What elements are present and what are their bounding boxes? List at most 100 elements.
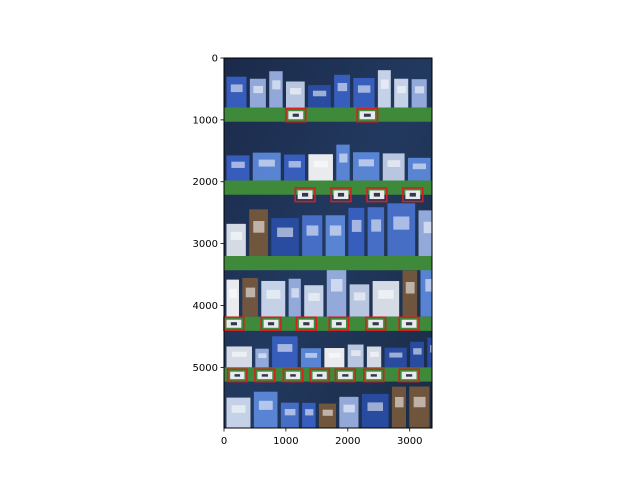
package-label	[339, 153, 348, 163]
package-label	[395, 396, 404, 408]
price-label-display	[406, 374, 413, 377]
package-label	[370, 351, 379, 357]
detection-boxes	[223, 107, 424, 383]
price-label-display	[406, 322, 413, 326]
price-label-display	[342, 374, 349, 377]
price-tag-strips	[226, 111, 421, 380]
package-label	[253, 85, 264, 94]
shelf-edge	[224, 316, 432, 331]
product-package	[300, 348, 322, 368]
detection-box	[356, 107, 379, 123]
price-label-display	[234, 374, 241, 377]
package-label	[229, 288, 237, 299]
package-label	[423, 221, 432, 234]
package-label	[231, 161, 245, 168]
detection-box	[260, 316, 282, 332]
x-tick-label: 0	[221, 436, 227, 447]
product-package	[226, 397, 251, 428]
y-tick-label: 2000	[193, 177, 218, 188]
product-package	[308, 154, 333, 181]
detection-box	[330, 187, 352, 203]
detection-box	[254, 368, 276, 383]
detection-box	[328, 316, 350, 332]
package-label	[389, 352, 403, 358]
package-label	[343, 404, 355, 413]
package-label	[253, 221, 265, 233]
price-label-display	[363, 113, 371, 117]
price-label-display	[292, 113, 299, 117]
detection-box	[226, 368, 248, 383]
product-package	[325, 215, 345, 256]
product-package	[353, 152, 380, 181]
product-packages	[226, 70, 432, 428]
package-label	[258, 159, 275, 167]
package-label	[312, 90, 327, 97]
package-label	[337, 82, 348, 92]
x-tick-label: 1000	[273, 436, 298, 447]
package-label	[351, 219, 362, 232]
product-package	[326, 266, 347, 317]
package-label	[371, 219, 382, 232]
detection-box	[285, 107, 307, 123]
product-package	[249, 209, 268, 256]
shelf-photo-image	[224, 58, 432, 428]
product-package	[304, 285, 324, 317]
x-tick-label: 3000	[397, 436, 422, 447]
package-label	[330, 279, 343, 292]
price-label-display	[261, 374, 268, 377]
package-label	[231, 405, 246, 413]
package-label	[413, 396, 426, 408]
package-label	[412, 163, 427, 170]
detection-box	[309, 368, 331, 383]
detection-box	[282, 368, 304, 383]
product-package	[226, 279, 239, 317]
detection-box	[364, 316, 387, 332]
detection-box	[295, 316, 318, 332]
y-tick-label: 5000	[193, 363, 218, 374]
package-label	[367, 402, 384, 411]
product-package	[377, 70, 391, 108]
price-label-display	[370, 374, 377, 377]
package-label	[272, 80, 281, 90]
package-label	[306, 225, 319, 236]
detection-box	[334, 368, 357, 383]
package-label	[393, 216, 410, 230]
price-label-display	[267, 322, 275, 326]
product-package	[288, 278, 301, 317]
package-label	[378, 289, 394, 299]
package-label	[277, 344, 293, 352]
package-label	[351, 350, 361, 356]
package-label	[291, 288, 299, 298]
package-label	[305, 352, 318, 358]
product-package	[367, 207, 385, 256]
package-label	[313, 160, 328, 168]
price-label-display	[336, 322, 342, 326]
price-label-display	[316, 374, 323, 377]
price-label-display	[290, 374, 296, 377]
price-label-display	[372, 322, 379, 326]
package-label	[425, 279, 432, 292]
x-axis: 0 1000 2000 3000	[221, 428, 422, 447]
package-label	[305, 409, 314, 416]
detection-box	[398, 316, 420, 332]
product-package	[427, 337, 432, 368]
package-label	[284, 409, 296, 416]
package-label	[258, 400, 273, 410]
package-label	[258, 353, 267, 359]
package-label	[329, 225, 342, 236]
detection-box	[366, 187, 388, 203]
shelf-edge	[224, 107, 432, 122]
y-tick-label: 1000	[193, 115, 218, 126]
package-label	[405, 281, 415, 294]
price-label-display	[303, 322, 310, 326]
package-label	[308, 293, 320, 301]
y-tick-label: 4000	[193, 301, 218, 312]
x-tick-label: 2000	[335, 436, 360, 447]
package-label	[430, 345, 432, 353]
y-tick-label: 3000	[193, 239, 218, 250]
package-label	[266, 289, 281, 299]
shelf-edge	[224, 255, 432, 271]
product-package	[384, 347, 407, 368]
package-label	[288, 161, 301, 168]
